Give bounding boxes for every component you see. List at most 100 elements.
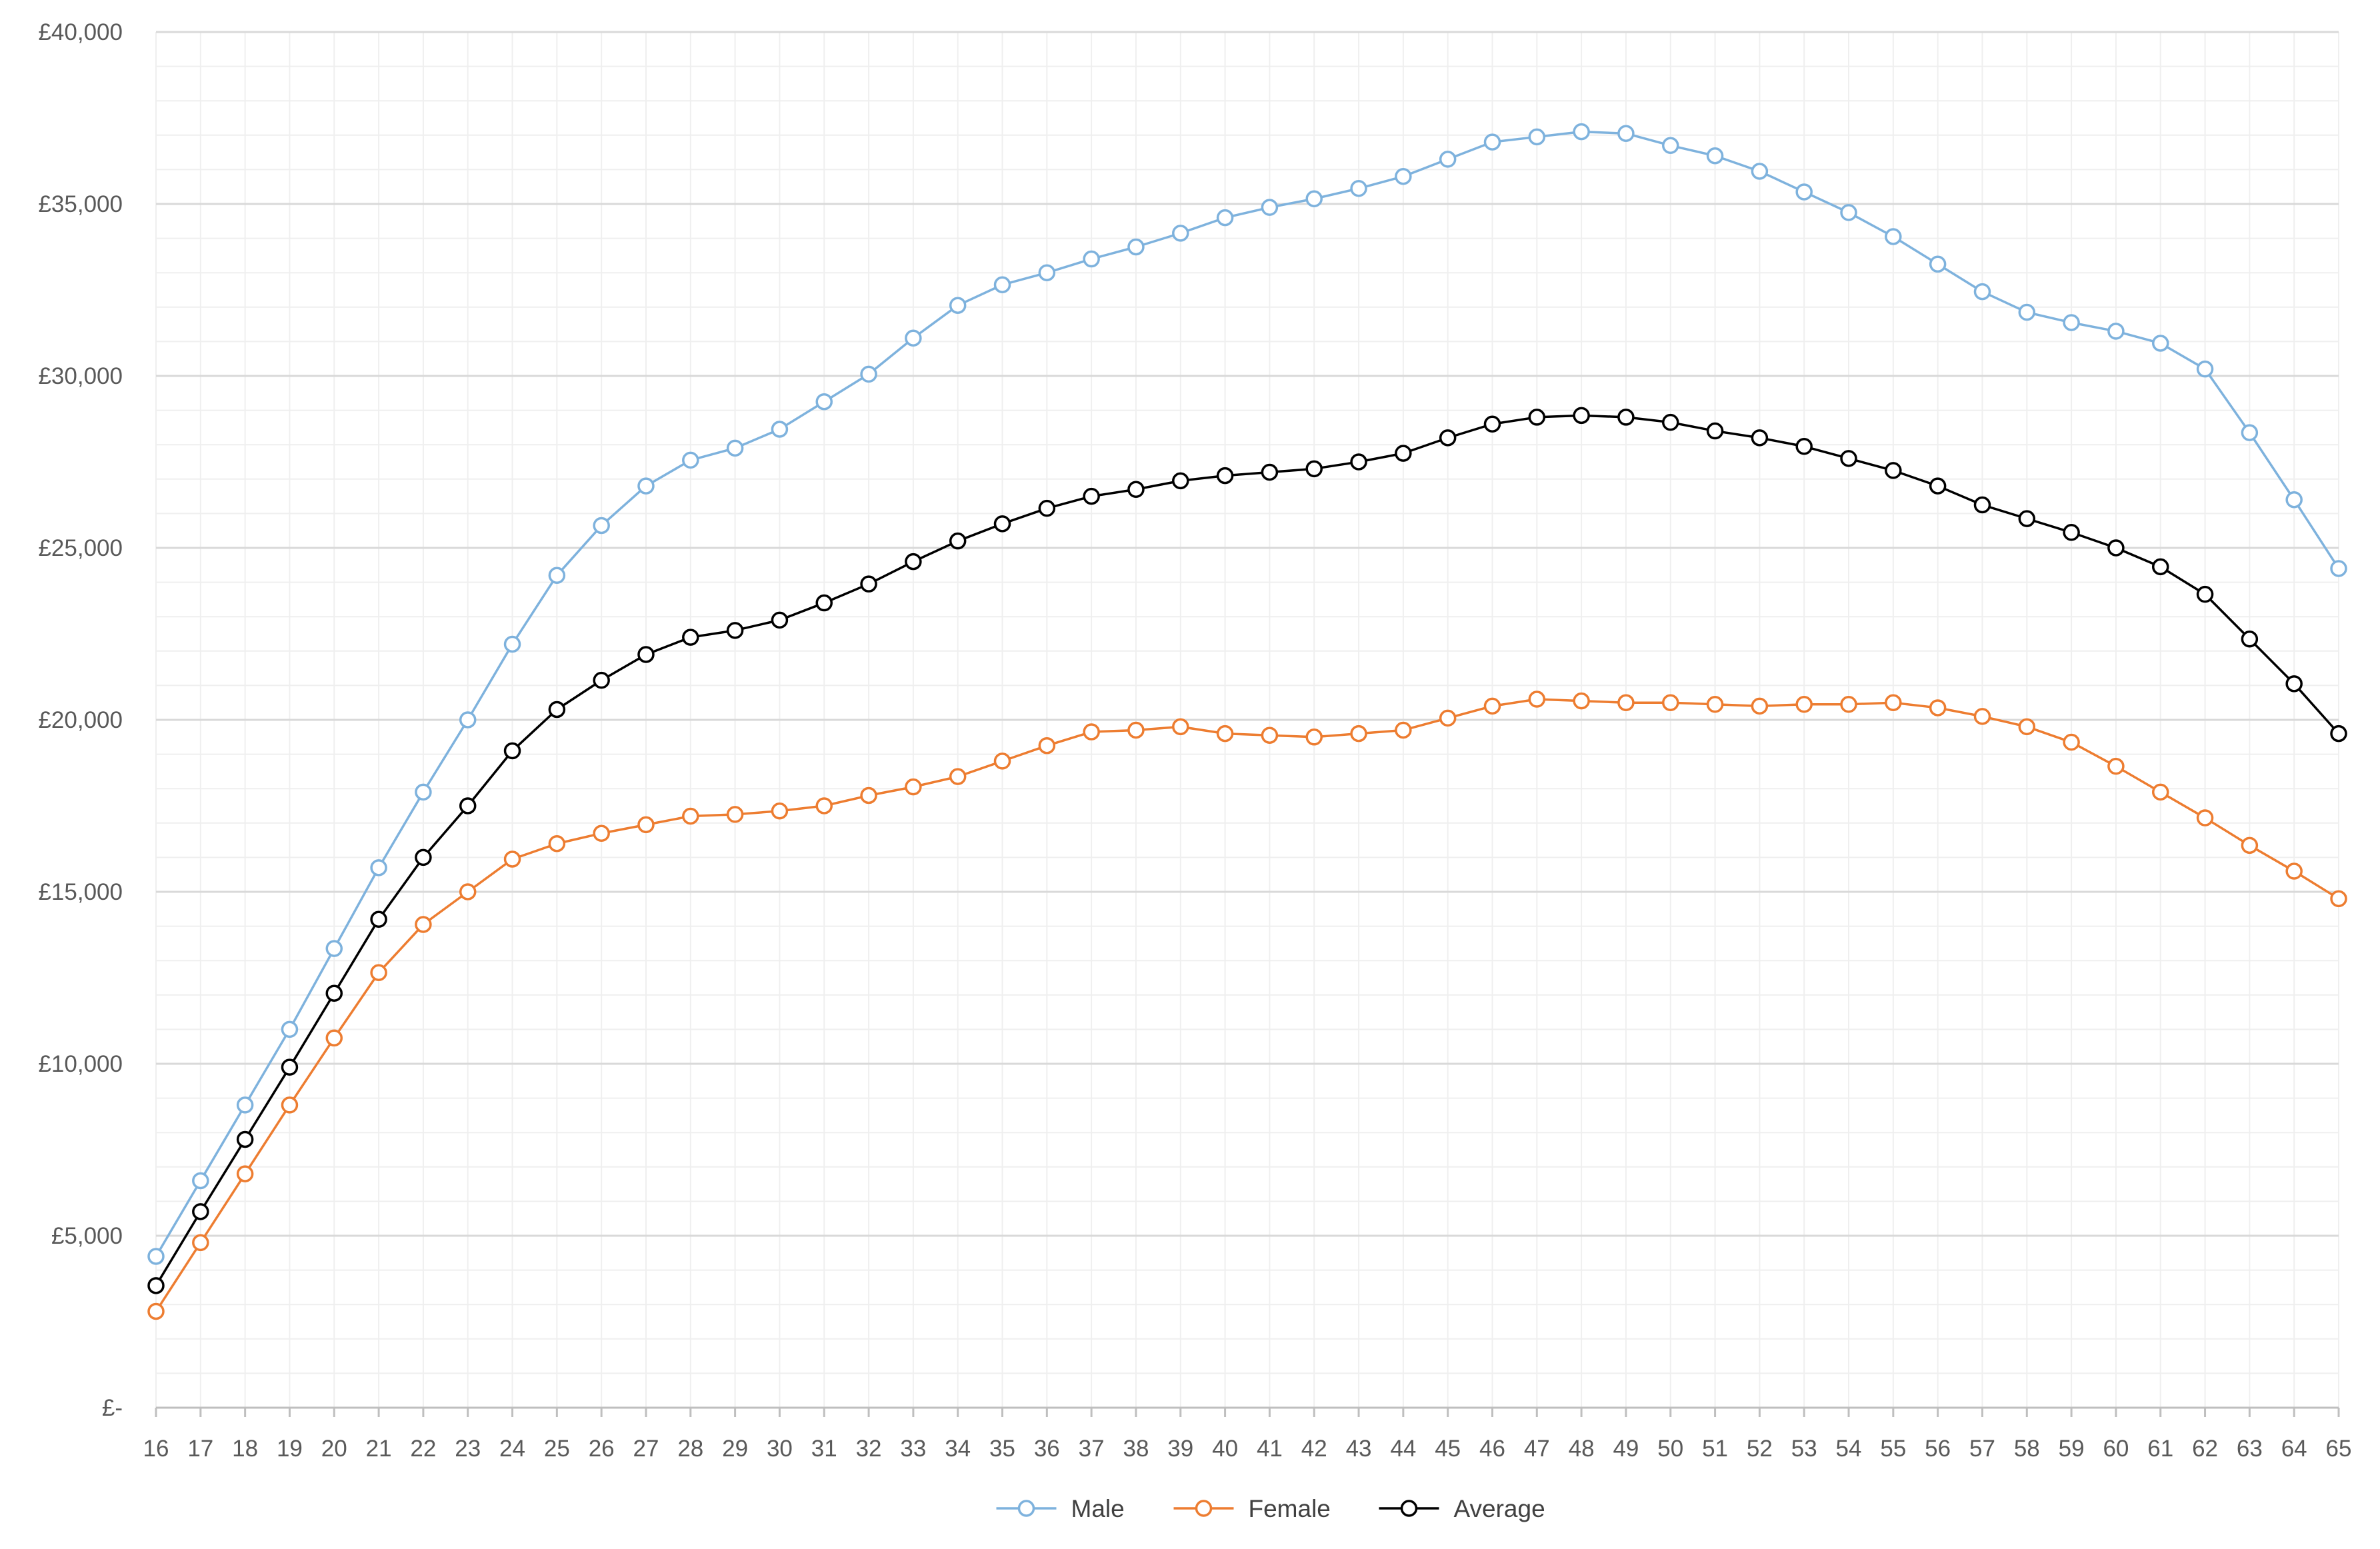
data-point-female <box>1973 708 1991 725</box>
data-point-average <box>1795 438 1813 455</box>
data-point-male <box>1528 128 1546 146</box>
data-point-female <box>1127 721 1145 739</box>
x-tick-label: 50 <box>1657 1436 1683 1462</box>
x-tick-label: 34 <box>945 1436 971 1462</box>
data-point-average <box>370 910 387 928</box>
x-tick-label: 27 <box>633 1436 659 1462</box>
data-point-female <box>548 835 566 852</box>
data-point-average <box>860 575 877 593</box>
data-point-male <box>726 439 744 457</box>
x-tick-label: 56 <box>1925 1436 1951 1462</box>
data-point-male <box>459 711 477 729</box>
x-tick-label: 41 <box>1257 1436 1283 1462</box>
data-point-average <box>726 622 744 639</box>
x-tick-label: 33 <box>900 1436 926 1462</box>
data-point-female <box>949 768 967 785</box>
x-tick-label: 19 <box>277 1436 303 1462</box>
x-tick-label: 32 <box>856 1436 882 1462</box>
data-point-male <box>815 393 833 411</box>
data-point-average <box>1305 460 1323 478</box>
x-tick-label: 58 <box>2014 1436 2040 1462</box>
data-point-average <box>1038 499 1056 517</box>
data-point-average <box>2151 558 2169 576</box>
x-tick-label: 31 <box>811 1436 837 1462</box>
y-tick-label: £20,000 <box>38 707 123 733</box>
data-point-average <box>415 848 432 866</box>
data-point-male <box>2330 560 2347 577</box>
data-point-female <box>1528 691 1546 708</box>
x-tick-label: 48 <box>1569 1436 1595 1462</box>
data-point-average <box>1662 413 1679 431</box>
y-tick-label: £5,000 <box>51 1223 123 1249</box>
x-tick-label: 62 <box>2192 1436 2218 1462</box>
data-point-female <box>1795 696 1813 713</box>
data-point-average <box>147 1277 165 1294</box>
data-point-female <box>726 806 744 823</box>
legend-label-male: Male <box>1071 1495 1125 1522</box>
data-point-male <box>993 276 1011 294</box>
data-point-average <box>815 594 833 612</box>
data-point-average <box>1528 409 1546 426</box>
y-axis: £- £5,000 £10,000 £15,000 £20,000 £25,000 £30,… <box>38 19 123 1421</box>
legend-marker-female <box>1195 1500 1213 1517</box>
x-tick-label: 20 <box>321 1436 347 1462</box>
data-point-female <box>192 1234 209 1252</box>
data-point-male <box>192 1172 209 1190</box>
data-point-average <box>993 515 1011 533</box>
data-point-male <box>2018 303 2036 321</box>
data-point-female <box>236 1165 254 1182</box>
x-tick-label: 65 <box>2326 1436 2352 1462</box>
data-point-female <box>2285 862 2303 880</box>
data-point-average <box>2063 524 2080 541</box>
data-point-female <box>1216 725 1234 743</box>
data-point-female <box>2018 718 2036 736</box>
data-point-female <box>281 1096 299 1114</box>
x-tick-label: 37 <box>1079 1436 1105 1462</box>
data-point-female <box>993 753 1011 770</box>
data-point-male <box>1751 163 1769 180</box>
data-point-male <box>1261 199 1279 216</box>
data-point-average <box>1973 496 1991 514</box>
data-point-average <box>2285 675 2303 693</box>
data-point-male <box>1305 190 1323 208</box>
data-point-female <box>325 1029 343 1047</box>
data-point-female <box>771 802 789 820</box>
data-point-female <box>905 778 922 796</box>
x-tick-label: 63 <box>2237 1436 2263 1462</box>
data-point-average <box>236 1130 254 1148</box>
data-point-average <box>503 742 521 760</box>
legend-item-male: Male <box>996 1495 1125 1522</box>
data-point-male <box>1038 264 1056 281</box>
x-tick-label: 26 <box>589 1436 615 1462</box>
data-point-average <box>2196 585 2214 603</box>
data-point-female <box>815 797 833 814</box>
x-tick-label: 55 <box>1880 1436 1906 1462</box>
y-tick-label: £25,000 <box>38 535 123 561</box>
data-point-average <box>1483 415 1501 433</box>
data-point-male <box>860 365 877 383</box>
data-point-female <box>682 807 699 825</box>
data-point-female <box>1305 729 1323 746</box>
x-tick-label: 18 <box>232 1436 258 1462</box>
data-point-male <box>2241 424 2259 441</box>
data-point-female <box>1483 697 1501 715</box>
data-point-average <box>1350 453 1367 471</box>
data-point-female <box>1840 696 1857 713</box>
data-point-female <box>2241 836 2259 854</box>
legend-marker-average <box>1400 1500 1418 1517</box>
x-tick-label: 28 <box>677 1436 703 1462</box>
data-point-male <box>1573 123 1590 141</box>
data-point-male <box>281 1020 299 1038</box>
data-point-male <box>503 635 521 653</box>
data-point-female <box>1172 718 1189 736</box>
legend-label-female: Female <box>1249 1495 1331 1522</box>
y-tick-label: £40,000 <box>38 19 123 45</box>
x-tick-label: 36 <box>1034 1436 1060 1462</box>
data-point-average <box>1216 467 1234 485</box>
x-tick-label: 23 <box>455 1436 481 1462</box>
series-line-female <box>155 698 2339 1312</box>
data-point-average <box>2018 510 2036 527</box>
data-point-male <box>2285 491 2303 509</box>
x-axis: 16 17 18 19 20 21 22 23 24 25 26 27 28 29 30 31 32 33 34 35… <box>143 1408 2352 1462</box>
